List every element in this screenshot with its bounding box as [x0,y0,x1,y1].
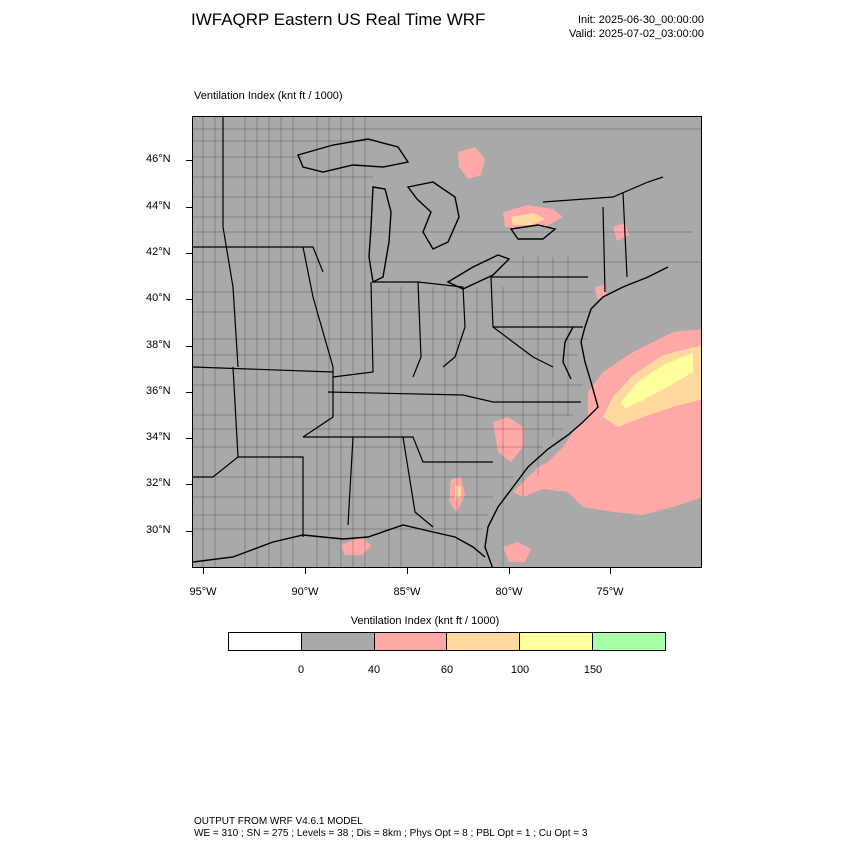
lat-label-32: 32°N [146,477,171,489]
lake-huron [406,181,460,250]
lon-tick [509,568,510,574]
legend-tick-label: 40 [367,664,381,676]
state-line-17 [602,206,606,293]
lat-tick [186,253,192,254]
lat-label-36: 36°N [146,385,171,397]
model-info-line2: WE = 310 ; SN = 275 ; Levels = 38 ; Dis … [194,828,588,839]
legend-tick-label: 0 [297,664,305,676]
georgia-tan [455,485,461,499]
lon-tick [407,568,408,574]
state-line-7 [303,436,493,463]
legend-tick-label: 150 [583,664,603,676]
lon-label-75: 75°W [596,586,624,598]
legend-swatch [520,633,594,650]
state-line-12 [373,281,422,378]
nc-inland-pink [503,435,519,453]
state-line-2 [193,246,324,273]
lat-tick [186,207,192,208]
lon-label-80: 80°W [495,586,523,598]
legend-colorbar [228,632,666,651]
lat-label-38: 38°N [146,339,171,351]
init-time: Init: 2025-06-30_00:00:00 [578,14,704,26]
coastlines [193,266,669,567]
state-line-13 [417,281,466,368]
valid-time: Valid: 2025-07-02_03:00:00 [569,28,704,40]
state-line-6 [238,456,304,537]
band-100-150-regions [621,353,693,409]
model-info-line1: OUTPUT FROM WRF V4.6.1 MODEL [194,816,363,827]
gulf-pink-1 [341,537,371,555]
chesapeake [562,326,574,380]
lat-label-42: 42°N [146,246,171,258]
ventilation-index-map [193,117,701,567]
lat-tick [186,484,192,485]
offshore-plume-yellow [621,353,693,409]
lat-tick [186,160,192,161]
lat-tick [186,438,192,439]
lat-label-44: 44°N [146,200,171,212]
legend-tick-label: 100 [510,664,530,676]
lat-tick [186,392,192,393]
county-texture [193,117,701,567]
gulf-pink-2 [503,542,531,562]
state-line-10 [327,391,581,403]
state-line-19 [542,176,664,203]
state-line-18 [622,191,628,278]
legend-swatch [229,633,302,650]
state-line-9 [402,436,434,528]
state-line-4 [193,366,334,373]
lon-tick [305,568,306,574]
legend-swatch [593,633,665,650]
lon-label-95: 95°W [189,586,217,598]
state-line-14 [490,276,554,368]
lat-label-34: 34°N [146,431,171,443]
state-line-1 [222,117,239,368]
lat-label-46: 46°N [146,153,171,165]
county-grid [193,117,701,567]
lat-label-30: 30°N [146,524,171,536]
lake-michigan [368,186,392,284]
map-panel [192,116,702,568]
run-time-info: Init: 2025-06-30_00:00:00 Valid: 2025-07… [569,13,704,41]
lon-label-85: 85°W [393,586,421,598]
ontario-tan [511,213,545,225]
lat-tick [186,299,192,300]
quebec-pink [458,147,485,179]
lat-tick [186,346,192,347]
lon-tick [203,568,204,574]
page-title: IWFAQRP Eastern US Real Time WRF [191,10,486,29]
gulf-coast [193,524,486,563]
pa-pink [595,285,607,299]
state-line-8 [347,436,354,526]
state-line-3 [302,246,334,438]
lat-label-40: 40°N [146,292,171,304]
legend-swatch [374,633,448,650]
legend-title: Ventilation Index (knt ft / 1000) [350,615,500,627]
legend-swatch [301,633,375,650]
legend-tick-label: 60 [440,664,454,676]
lon-tick [610,568,611,574]
lon-label-90: 90°W [291,586,319,598]
lat-tick [186,531,192,532]
atlantic-coast [484,266,669,567]
field-label: Ventilation Index (knt ft / 1000) [194,90,343,102]
legend-swatch [447,633,521,650]
